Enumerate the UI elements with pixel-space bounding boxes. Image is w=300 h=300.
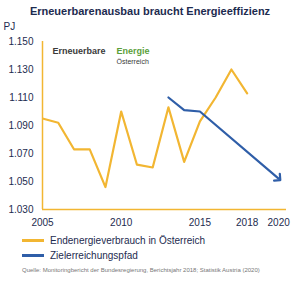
svg-text:2015: 2015 <box>189 217 212 228</box>
svg-text:1.070: 1.070 <box>8 148 33 159</box>
svg-text:1.090: 1.090 <box>8 120 33 131</box>
svg-text:1.050: 1.050 <box>8 176 33 187</box>
svg-text:1.110: 1.110 <box>9 92 34 103</box>
svg-text:2005: 2005 <box>31 217 54 228</box>
svg-text:1.030: 1.030 <box>8 204 33 215</box>
svg-text:2010: 2010 <box>110 217 133 228</box>
svg-text:Energie: Energie <box>117 46 150 56</box>
svg-text:Erneuerbare: Erneuerbare <box>53 46 106 56</box>
html-text:Erneuerbarenausbau braucht Ene: Erneuerbarenausbau braucht Energieeffizi… <box>29 5 271 17</box>
svg-text:1.150: 1.150 <box>8 36 33 47</box>
svg-text:1.130: 1.130 <box>8 64 33 75</box>
html-text:Quelle: Monitoringbericht der: Quelle: Monitoringbericht der Bundesregi… <box>22 267 260 273</box>
html-text:Zielerreichungspfad: Zielerreichungspfad <box>50 250 138 261</box>
svg-text:2018: 2018 <box>236 217 259 228</box>
svg-text:PJ: PJ <box>4 21 16 32</box>
html-text:Endenergieverbrauch in Österre: Endenergieverbrauch in Österreich <box>50 235 206 246</box>
svg-text:2020: 2020 <box>268 217 291 228</box>
svg-text:Österreich: Österreich <box>117 58 149 65</box>
